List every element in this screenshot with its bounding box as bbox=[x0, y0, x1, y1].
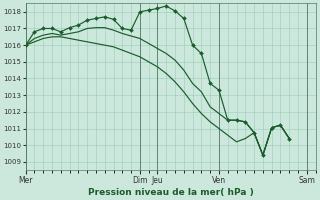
X-axis label: Pression niveau de la mer( hPa ): Pression niveau de la mer( hPa ) bbox=[88, 188, 253, 197]
